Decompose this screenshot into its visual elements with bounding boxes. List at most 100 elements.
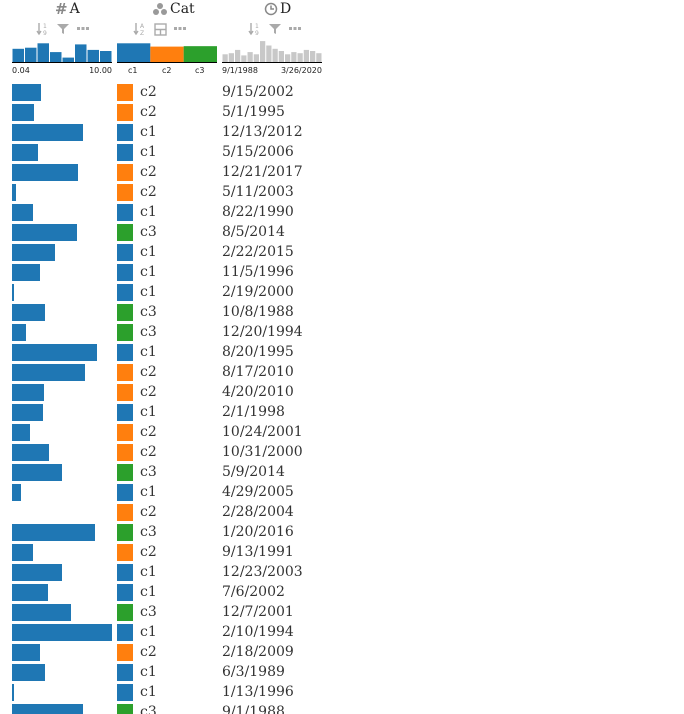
table-row[interactable]: c1 12/13/2012 bbox=[0, 122, 330, 142]
table-row[interactable]: c3 10/8/1988 bbox=[0, 302, 330, 322]
histogram-bar[interactable] bbox=[247, 52, 253, 62]
table-row[interactable]: c1 5/15/2006 bbox=[0, 142, 330, 162]
histogram-bar[interactable] bbox=[291, 52, 297, 62]
table-row[interactable]: c2 5/1/1995 bbox=[0, 102, 330, 122]
value-bar bbox=[12, 344, 97, 361]
table-row[interactable]: c3 5/9/2014 bbox=[0, 462, 330, 482]
table-row[interactable]: c2 10/24/2001 bbox=[0, 422, 330, 442]
histogram-bar[interactable] bbox=[12, 48, 25, 62]
table-row[interactable]: c1 7/6/2002 bbox=[0, 582, 330, 602]
histogram-bar[interactable] bbox=[100, 51, 112, 62]
table-row[interactable]: c2 12/21/2017 bbox=[0, 162, 330, 182]
table-row[interactable]: c2 2/28/2004 bbox=[0, 502, 330, 522]
more-icon[interactable] bbox=[288, 22, 302, 36]
histogram-bar[interactable] bbox=[266, 45, 272, 63]
table-row[interactable]: c1 6/3/1989 bbox=[0, 662, 330, 682]
histogram-bar[interactable] bbox=[228, 53, 234, 62]
histogram-bar[interactable] bbox=[285, 54, 291, 62]
histogram-bar[interactable] bbox=[117, 43, 151, 62]
table-row[interactable]: c1 2/10/1994 bbox=[0, 622, 330, 642]
table-body[interactable]: c2 9/15/2002 c2 5/1/1995 c1 12/13/2012 c1 5/15/… bbox=[0, 82, 684, 714]
table-row[interactable]: c2 8/17/2010 bbox=[0, 362, 330, 382]
category-label-c2: c2 bbox=[162, 66, 172, 75]
date-text: 5/9/2014 bbox=[222, 464, 285, 480]
histogram-bar[interactable] bbox=[150, 46, 184, 62]
histogram-bar[interactable] bbox=[297, 53, 303, 62]
category-text: c1 bbox=[140, 484, 157, 500]
category-swatch bbox=[117, 424, 133, 441]
value-bar bbox=[12, 204, 33, 221]
table-row[interactable]: c2 2/18/2009 bbox=[0, 642, 330, 662]
histogram-bar[interactable] bbox=[87, 49, 100, 62]
table-row[interactable]: c1 2/19/2000 bbox=[0, 282, 330, 302]
category-swatch bbox=[117, 584, 133, 601]
table-row[interactable]: c2 10/31/2000 bbox=[0, 442, 330, 462]
value-bar bbox=[12, 624, 112, 641]
histogram-bar[interactable] bbox=[25, 47, 37, 62]
value-bar bbox=[12, 284, 14, 301]
histogram-bar[interactable] bbox=[260, 41, 266, 62]
table-row[interactable]: c1 2/22/2015 bbox=[0, 242, 330, 262]
table-row[interactable]: c2 5/11/2003 bbox=[0, 182, 330, 202]
category-swatch bbox=[117, 104, 133, 121]
histogram-bar[interactable] bbox=[278, 51, 284, 62]
histogram-bar[interactable] bbox=[75, 44, 87, 62]
category-text: c3 bbox=[140, 324, 157, 340]
more-icon[interactable] bbox=[76, 22, 90, 36]
table-row[interactable]: c1 2/1/1998 bbox=[0, 402, 330, 422]
column-d-histogram[interactable] bbox=[222, 40, 322, 62]
category-text: c2 bbox=[140, 544, 157, 560]
column-a-histogram[interactable] bbox=[12, 40, 112, 62]
histogram-bar[interactable] bbox=[37, 43, 50, 62]
histogram-bar[interactable] bbox=[183, 46, 217, 62]
histogram-bar[interactable] bbox=[50, 52, 62, 62]
table-row[interactable]: c3 8/5/2014 bbox=[0, 222, 330, 242]
more-icon[interactable] bbox=[173, 22, 187, 36]
column-header-cat[interactable]: Cat bbox=[152, 0, 195, 18]
histogram-bar[interactable] bbox=[253, 54, 259, 62]
histogram-bar[interactable] bbox=[272, 48, 278, 62]
table-row[interactable]: c3 9/1/1988 bbox=[0, 702, 330, 714]
table-row[interactable]: c3 1/20/2016 bbox=[0, 522, 330, 542]
table-row[interactable]: c1 8/22/1990 bbox=[0, 202, 330, 222]
histogram-bar[interactable] bbox=[316, 53, 322, 62]
table-row[interactable]: c2 4/20/2010 bbox=[0, 382, 330, 402]
filter-icon[interactable] bbox=[56, 22, 70, 36]
date-text: 10/8/1988 bbox=[222, 304, 294, 320]
table-row[interactable]: c1 8/20/1995 bbox=[0, 342, 330, 362]
histogram-bar[interactable] bbox=[241, 55, 247, 62]
table-row[interactable]: c3 12/7/2001 bbox=[0, 602, 330, 622]
table-row[interactable]: c1 12/23/2003 bbox=[0, 562, 330, 582]
histogram-bar[interactable] bbox=[222, 54, 228, 62]
value-bar bbox=[12, 364, 85, 381]
group-icon[interactable] bbox=[153, 22, 167, 36]
category-swatch bbox=[117, 184, 133, 201]
category-text: c2 bbox=[140, 164, 157, 180]
table-row[interactable]: c1 4/29/2005 bbox=[0, 482, 330, 502]
value-bar bbox=[12, 584, 48, 601]
filter-icon[interactable] bbox=[268, 22, 282, 36]
category-text: c2 bbox=[140, 184, 157, 200]
column-header-d[interactable]: D bbox=[264, 0, 291, 18]
histogram-bar[interactable] bbox=[303, 49, 309, 62]
histogram-bar[interactable] bbox=[62, 57, 75, 62]
category-text: c2 bbox=[140, 364, 157, 380]
category-swatch bbox=[117, 244, 133, 261]
table-row[interactable]: c1 1/13/1996 bbox=[0, 682, 330, 702]
category-swatch bbox=[117, 284, 133, 301]
column-header-a[interactable]: # A bbox=[55, 0, 80, 18]
histogram-bar[interactable] bbox=[310, 51, 316, 62]
table-row[interactable]: c3 12/20/1994 bbox=[0, 322, 330, 342]
table-row[interactable]: c1 11/5/1996 bbox=[0, 262, 330, 282]
column-cat-histogram[interactable] bbox=[117, 40, 217, 62]
histogram-bar[interactable] bbox=[235, 49, 241, 62]
table-row[interactable]: c2 9/15/2002 bbox=[0, 82, 330, 102]
table-row[interactable]: c2 9/13/1991 bbox=[0, 542, 330, 562]
category-swatch bbox=[117, 144, 133, 161]
date-text: 2/10/1994 bbox=[222, 624, 294, 640]
value-bar bbox=[12, 384, 44, 401]
date-text: 12/13/2012 bbox=[222, 124, 303, 140]
